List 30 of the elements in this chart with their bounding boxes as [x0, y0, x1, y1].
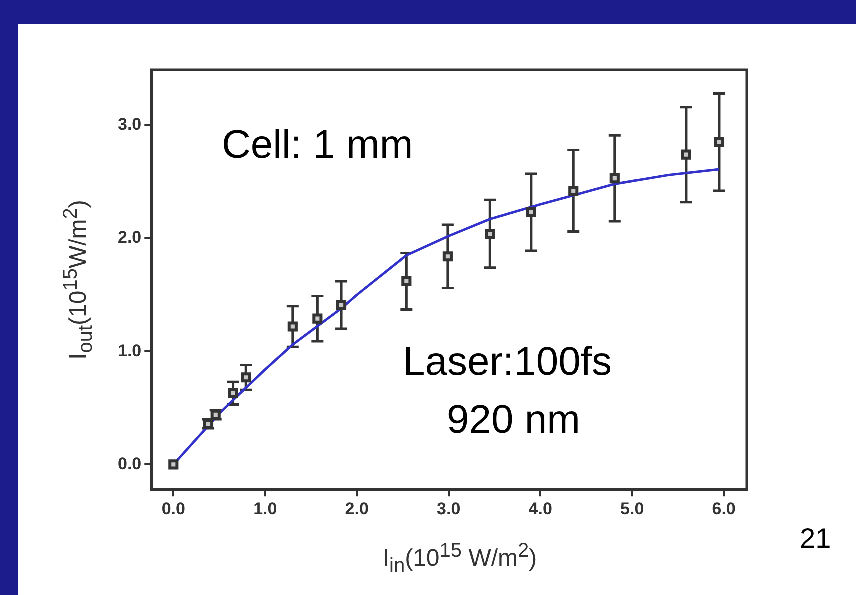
- point: [526, 207, 536, 218]
- x-axis-title: I$_{in}$(10$^{15}$ W/m$^{2}$): [382, 540, 538, 578]
- point: [402, 276, 412, 287]
- point: [485, 228, 496, 240]
- y-tick-label: 2.0: [118, 228, 142, 248]
- point: [568, 186, 579, 196]
- x-tick-label: 1.0: [254, 499, 278, 518]
- point: [681, 150, 692, 160]
- x-tick-label: 2.0: [345, 499, 369, 518]
- point: [241, 372, 252, 383]
- x-tick-label: 5.0: [620, 499, 644, 518]
- y-tick-label: 1.0: [118, 341, 142, 360]
- point: [336, 300, 347, 310]
- point: [714, 137, 725, 148]
- point: [442, 252, 453, 262]
- y-tick-label: 0.0: [118, 454, 142, 474]
- point: [228, 388, 238, 398]
- annotation: 920 nm: [447, 398, 580, 442]
- point: [312, 314, 323, 324]
- point: [610, 174, 620, 184]
- x-tick-label: 3.0: [437, 499, 461, 518]
- point: [168, 460, 179, 470]
- annotation: Cell: 1 mm: [222, 123, 414, 167]
- x-tick-label: 0.0: [162, 499, 186, 518]
- x-tick-label: 4.0: [528, 499, 552, 518]
- text: 21: [800, 523, 832, 554]
- y-tick-label: 3.0: [118, 115, 142, 134]
- annotation: Laser:100fs: [403, 340, 612, 384]
- point: [288, 322, 298, 332]
- x-tick-label: 6.0: [712, 499, 736, 518]
